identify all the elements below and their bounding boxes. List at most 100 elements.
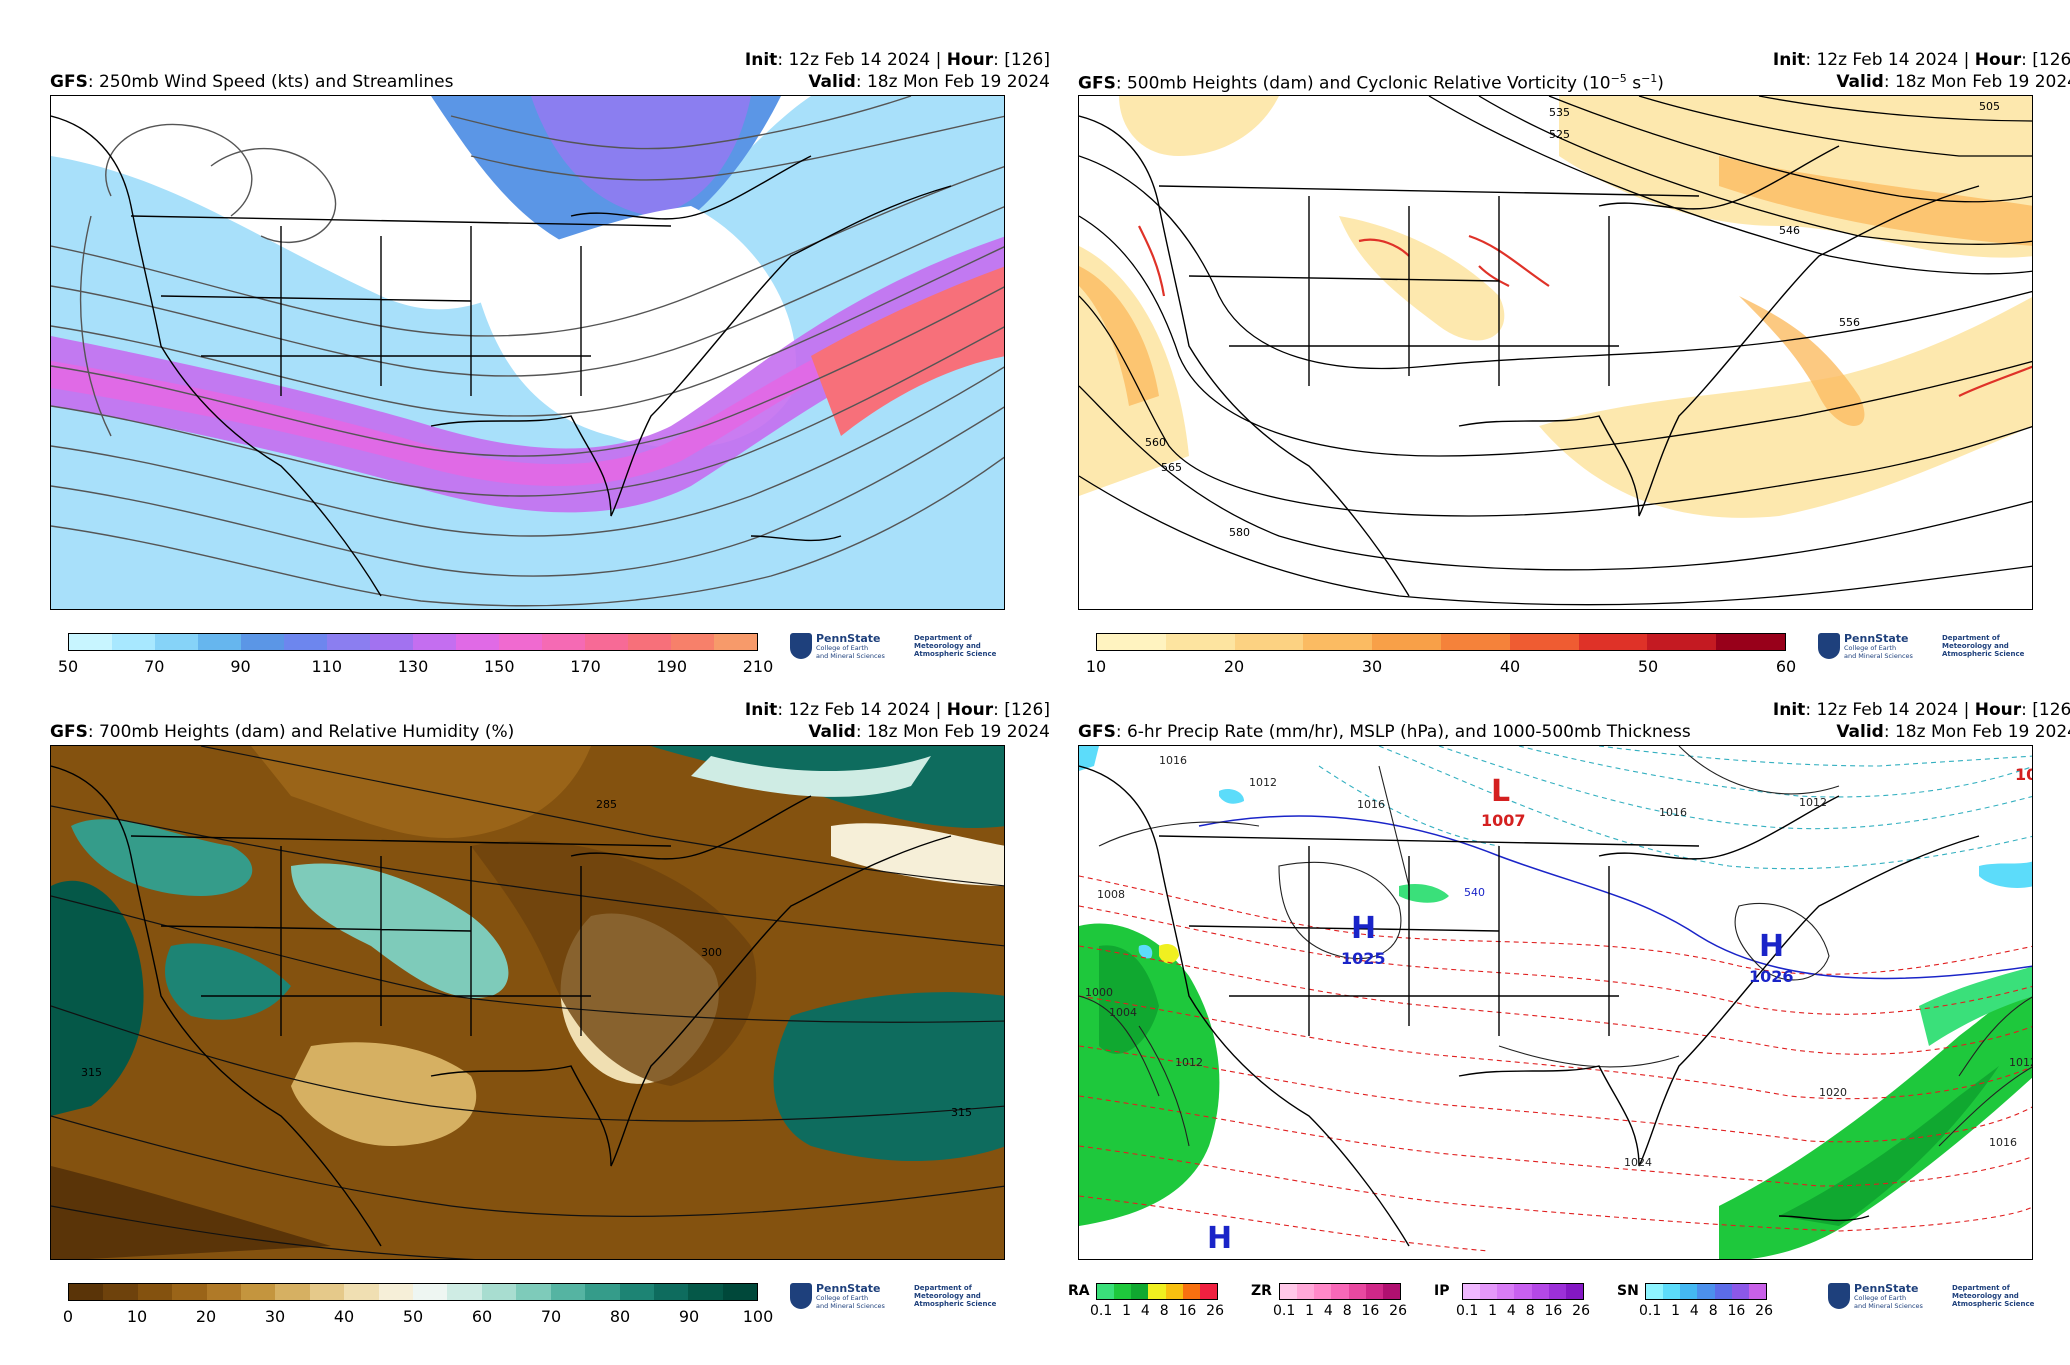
logo-university: PennState [816,1282,881,1295]
logo-department: Department of Meteorology and Atmospheric … [914,1284,997,1308]
precip-ticks: 0.1 1 4 8 16 26 [1090,1303,1224,1319]
colorbar-swatch [1748,1284,1766,1299]
colorbar-swatch [1647,634,1717,650]
colorbar-tick-label: 8 [1342,1303,1352,1319]
svg-text:1000: 1000 [1085,986,1113,999]
colorbar-swatch [69,634,112,650]
colorbar-swatch [103,1284,138,1300]
svg-text:580: 580 [1229,526,1250,539]
colorbar-swatch [1199,1284,1217,1299]
colorbar-swatch [1182,1284,1200,1299]
nittany-lion-shield-icon [790,1283,812,1309]
colorbar-swatch [1372,634,1441,650]
colorbar-swatch [1382,1284,1400,1299]
colorbar-tick-label: 16 [1544,1303,1563,1319]
vorticity-colorbar [1096,633,1786,651]
logo-department: Department of Meteorology and Atmospheric … [1942,634,2025,658]
svg-text:1020: 1020 [1819,1086,1847,1099]
svg-text:525: 525 [1549,128,1570,141]
precip-colorbar [1096,1283,1218,1300]
colorbar-swatch [1165,1284,1183,1299]
colorbar-swatch [1646,1284,1664,1299]
colorbar-swatch [309,1284,345,1300]
colorbar-tick-label: 0.1 [1639,1303,1662,1319]
colorbar-swatch [1314,1284,1332,1299]
svg-text:315: 315 [951,1106,972,1119]
pennstate-logo: PennState College of Earth and Mineral Sc… [790,1283,1010,1323]
colorbar-swatch [550,1284,586,1300]
colorbar-swatch [1097,634,1166,650]
colorbar-swatch [1440,634,1510,650]
precip-ticks: 0.1 1 4 8 16 26 [1273,1303,1407,1319]
colorbar-swatch [481,1284,517,1300]
svg-text:560: 560 [1145,436,1166,449]
colorbar-tick-label: 8 [1159,1303,1169,1319]
colorbar-swatch [1234,634,1304,650]
valid-line: Valid: 18z Mon Feb 19 2024 [808,722,1050,742]
colorbar-swatch [370,634,413,650]
colorbar-swatch [112,634,155,650]
colorbar-swatch [722,1284,758,1300]
colorbar-swatch [1331,1284,1349,1299]
precip-colorbar [1462,1283,1584,1300]
colorbar-swatch [1131,1284,1149,1299]
colorbar-tick-label: 0 [62,1307,74,1326]
wind-speed-map [50,95,1005,610]
colorbar-swatch [241,634,284,650]
colorbar-tick-label: 26 [1389,1303,1407,1319]
colorbar-swatch [1714,1284,1732,1299]
colorbar-swatch [1663,1284,1681,1299]
precip-type-label: RA [1068,1283,1090,1299]
colorbar-swatch [137,1284,173,1300]
logo-college: College of Earth and Mineral Sciences [816,644,885,660]
colorbar-tick-label: 26 [1572,1303,1590,1319]
colorbar-tick-label: 0.1 [1090,1303,1113,1319]
colorbar-swatch [327,634,370,650]
logo-university: PennState [1854,1282,1919,1295]
colorbar-tick-label: 20 [195,1307,217,1326]
colorbar-tick-label: 70 [144,657,165,676]
valid-line: Valid: 18z Mon Feb 19 2024 [1836,722,2070,742]
colorbar-tick-label: 0.1 [1273,1303,1296,1319]
svg-text:1012: 1012 [2009,1056,2033,1069]
svg-text:1024: 1024 [1624,1156,1652,1169]
colorbar-tick-label: 40 [333,1307,355,1326]
colorbar-tick-label: 80 [609,1307,631,1326]
colorbar-swatch [1297,1284,1315,1299]
colorbar-swatch [1548,1284,1566,1299]
colorbar-tick-label: 1 [1305,1303,1315,1319]
svg-text:1004: 1004 [1109,1006,1137,1019]
colorbar-swatch [516,1284,551,1300]
svg-text:H: H [1207,1221,1232,1256]
wind-speed-colorbar [68,633,758,651]
svg-text:546: 546 [1779,224,1800,237]
colorbar-swatch [1731,1284,1749,1299]
colorbar-swatch [1509,634,1579,650]
colorbar-tick-label: 4 [1140,1303,1150,1319]
svg-text:1007: 1007 [1481,811,1526,830]
panel-500mb: Init: 12z Feb 14 2024 | Hour: [126] GFS:… [1078,50,2070,690]
colorbar-tick-label: 70 [540,1307,562,1326]
panel-title: GFS: 250mb Wind Speed (kts) and Streamli… [50,72,454,92]
colorbar-swatch [447,1284,482,1300]
precip-type-label: IP [1434,1283,1450,1299]
valid-line: Valid: 18z Mon Feb 19 2024 [808,72,1050,92]
colorbar-tick-label: 26 [1755,1303,1773,1319]
colorbar-tick-label: 1 [1488,1303,1498,1319]
colorbar-swatch [69,1284,104,1300]
colorbar-swatch [413,634,456,650]
nittany-lion-shield-icon [790,633,812,659]
pennstate-logo: PennState College of Earth and Mineral Sc… [1818,633,2038,673]
svg-text:1008: 1008 [1097,888,1125,901]
logo-university: PennState [816,632,881,645]
colorbar-tick-label: 16 [1178,1303,1197,1319]
panel-700mb: Init: 12z Feb 14 2024 | Hour: [126] GFS:… [50,700,1050,1340]
precip-colorbar [1645,1283,1767,1300]
high-pressure-center: H 1025 [1341,911,1386,968]
svg-text:505: 505 [1979,100,2000,113]
svg-text:1016: 1016 [1357,798,1385,811]
relative-humidity-ticks: 0 10 20 30 40 50 60 70 80 90 100 [63,1305,773,1326]
colorbar-tick-label: 40 [1499,657,1521,676]
colorbar-swatch [284,634,327,650]
colorbar-swatch [275,1284,310,1300]
